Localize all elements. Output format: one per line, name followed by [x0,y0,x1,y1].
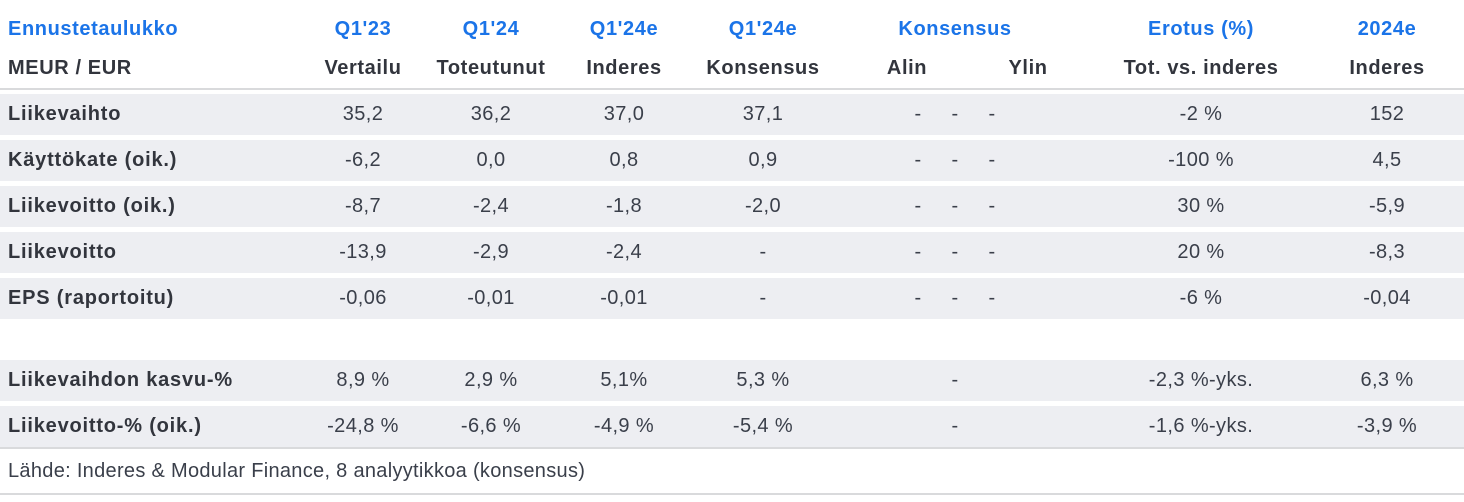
subcol-erotus: Tot. vs. inderes [1076,48,1301,90]
cell-alin-ylin: - - - [834,186,1077,232]
table-row-liikevoitto-pct: Liikevoitto-% (oik.) -24,8 % -6,6 % -4,9… [0,406,1464,449]
cell-inderes: 0,8 [556,140,692,186]
subcol-toteutunut: Toteutunut [426,48,556,90]
cell-alin-ylin: - - - [834,232,1077,278]
cell-inderes: -2,4 [556,232,692,278]
row-label: Liikevoitto (oik.) [0,186,300,232]
cell-2024e: -5,9 [1300,186,1464,232]
col-header-q123: Q1'23 [334,17,392,40]
subcol-vertailu: Vertailu [300,48,426,90]
cell-erotus: 30 % [1076,186,1301,232]
cell-konsensus: 37,1 [692,90,834,140]
col-header-q124e-konsensus: Q1'24e [728,17,798,40]
subcol-2024e-inderes: Inderes [1300,48,1464,90]
subcol-inderes: Inderes [556,48,692,90]
cell-inderes: -4,9 % [556,406,692,449]
cell-alin-ylin: - [834,360,1077,406]
cell-2024e: 152 [1300,90,1464,140]
cell-erotus: -100 % [1076,140,1301,186]
row-label: EPS (raportoitu) [0,278,300,324]
table-row-liikevoitto: Liikevoitto -13,9 -2,9 -2,4 - - - - 20 %… [0,232,1464,278]
cell-toteutunut: -2,9 [426,232,556,278]
cell-konsensus: - [692,232,834,278]
cell-konsensus: 5,3 % [692,360,834,406]
unit-label: MEUR / EUR [0,48,300,90]
cell-2024e: 6,3 % [1300,360,1464,406]
cell-2024e: -3,9 % [1300,406,1464,449]
cell-2024e: 4,5 [1300,140,1464,186]
period-header-row: Ennustetaulukko Q1'23 Q1'24 Q1'24e Q1'24… [0,0,1464,48]
subcol-ylin: Ylin [980,48,1077,90]
source-note: Lähde: Inderes & Modular Finance, 8 anal… [0,449,1464,495]
cell-vertailu: -0,06 [300,278,426,324]
cell-inderes: -1,8 [556,186,692,232]
subcol-konsensus: Konsensus [692,48,834,90]
subcol-alin: Alin [834,48,980,90]
table-row-liikevaihto: Liikevaihto 35,2 36,2 37,0 37,1 - - - -2… [0,90,1464,140]
cell-vertailu: 35,2 [300,90,426,140]
spacer-row [0,324,1464,360]
table-row-eps: EPS (raportoitu) -0,06 -0,01 -0,01 - - -… [0,278,1464,324]
table-row-liikevaihdon-kasvu: Liikevaihdon kasvu-% 8,9 % 2,9 % 5,1% 5,… [0,360,1464,406]
table-title: Ennustetaulukko [8,17,179,40]
cell-2024e: -0,04 [1300,278,1464,324]
cell-erotus: -2 % [1076,90,1301,140]
cell-erotus: -1,6 %-yks. [1076,406,1301,449]
table-row-liikevoitto-oik: Liikevoitto (oik.) -8,7 -2,4 -1,8 -2,0 -… [0,186,1464,232]
table-header: Ennustetaulukko Q1'23 Q1'24 Q1'24e Q1'24… [0,0,1464,90]
subcolumn-header-row: MEUR / EUR Vertailu Toteutunut Inderes K… [0,48,1464,90]
cell-konsensus: -5,4 % [692,406,834,449]
forecast-table: Ennustetaulukko Q1'23 Q1'24 Q1'24e Q1'24… [0,0,1464,449]
row-label: Liikevaihdon kasvu-% [0,360,300,406]
row-label: Liikevaihto [0,90,300,140]
cell-inderes: 5,1% [556,360,692,406]
col-header-erotus: Erotus (%) [1148,17,1255,40]
col-header-q124e-inderes: Q1'24e [589,17,659,40]
cell-alin-ylin: - - - [834,278,1077,324]
spacer-cell [0,324,1464,360]
cell-vertailu: -6,2 [300,140,426,186]
cell-vertailu: 8,9 % [300,360,426,406]
col-header-2024e: 2024e [1357,17,1417,40]
row-label: Liikevoitto-% (oik.) [0,406,300,449]
table-body: Liikevaihto 35,2 36,2 37,0 37,1 - - - -2… [0,90,1464,449]
cell-toteutunut: 0,0 [426,140,556,186]
cell-erotus: 20 % [1076,232,1301,278]
cell-toteutunut: -6,6 % [426,406,556,449]
cell-vertailu: -8,7 [300,186,426,232]
cell-inderes: -0,01 [556,278,692,324]
cell-toteutunut: -2,4 [426,186,556,232]
cell-erotus: -2,3 %-yks. [1076,360,1301,406]
cell-alin-ylin: - - - [834,90,1077,140]
cell-alin-ylin: - - - [834,140,1077,186]
cell-toteutunut: 2,9 % [426,360,556,406]
cell-vertailu: -13,9 [300,232,426,278]
row-label: Käyttökate (oik.) [0,140,300,186]
cell-erotus: -6 % [1076,278,1301,324]
cell-2024e: -8,3 [1300,232,1464,278]
cell-konsensus: - [692,278,834,324]
cell-toteutunut: 36,2 [426,90,556,140]
col-header-q124: Q1'24 [462,17,520,40]
row-label: Liikevoitto [0,232,300,278]
cell-vertailu: -24,8 % [300,406,426,449]
col-header-konsensus-group: Konsensus [898,17,1012,40]
cell-konsensus: -2,0 [692,186,834,232]
table-row-kayttokate: Käyttökate (oik.) -6,2 0,0 0,8 0,9 - - -… [0,140,1464,186]
cell-konsensus: 0,9 [692,140,834,186]
cell-toteutunut: -0,01 [426,278,556,324]
cell-alin-ylin: - [834,406,1077,449]
cell-inderes: 37,0 [556,90,692,140]
